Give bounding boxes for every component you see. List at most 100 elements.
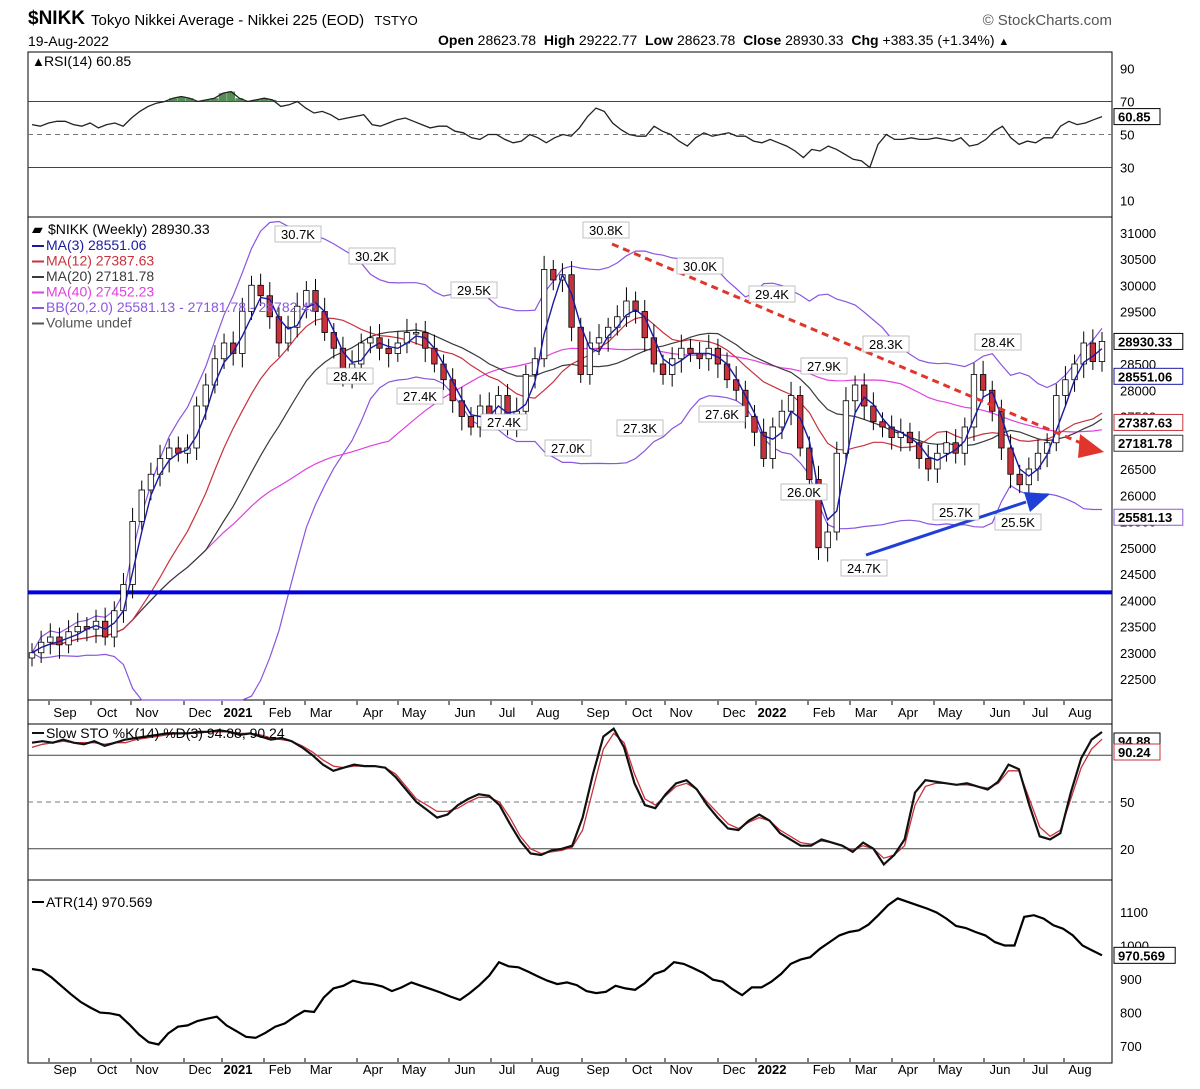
- ma3-legend: MA(3) 28551.06: [46, 237, 147, 253]
- candle-body: [211, 358, 219, 386]
- bb-legend: BB(20,2.0) 25581.13 - 27181.78 - 28782.4…: [46, 299, 317, 315]
- x-month-label: Jul: [1032, 705, 1049, 720]
- ma12-value-label-box: [1113, 413, 1184, 431]
- annotation-box: [932, 503, 980, 521]
- ma12-legend: MA(12) 27387.63: [46, 253, 154, 269]
- candle-body: [129, 521, 136, 585]
- ma12-line: [31, 316, 1103, 654]
- x-month-label: Jul: [499, 705, 516, 720]
- x-month-label: Dec: [188, 1062, 212, 1077]
- ma40-line: [31, 347, 1103, 654]
- price-tick-label: 26500: [1120, 462, 1156, 477]
- candle-body: [1016, 473, 1023, 486]
- price-tick-label: 23500: [1120, 620, 1156, 635]
- candle-body: [998, 410, 1005, 449]
- x-month-label: Jun: [455, 1062, 476, 1077]
- candle-body: [449, 379, 456, 402]
- x-month-label: Mar: [310, 705, 333, 720]
- candle-body: [1062, 379, 1069, 396]
- rsi-tick-label: 50: [1120, 128, 1134, 143]
- candle-body: [47, 636, 54, 643]
- candle-body: [74, 626, 81, 633]
- bollinger-lower-band: [31, 376, 1102, 701]
- price-tick-label: 24000: [1120, 593, 1156, 608]
- candle-body: [787, 395, 795, 412]
- candle-body: [220, 342, 228, 360]
- x-month-label: May: [402, 705, 427, 720]
- x-month-label: 2021: [224, 1062, 253, 1077]
- annotation-label: 27.0K: [551, 441, 585, 456]
- candle-body: [312, 290, 319, 312]
- ohlc-readout: Open 28623.78 High 29222.77 Low 28623.78…: [438, 32, 1009, 48]
- annotation-box: [480, 413, 528, 431]
- candle-body: [824, 531, 831, 549]
- candle-body: [769, 426, 776, 459]
- annotation-label: 28.3K: [869, 337, 903, 352]
- annotation-box: [994, 513, 1042, 531]
- candle-body: [934, 452, 941, 470]
- rsi-current-value: 60.85: [1118, 110, 1151, 125]
- price-tick-label: 29500: [1120, 305, 1156, 320]
- candle-body: [815, 479, 822, 549]
- x-month-label: Oct: [632, 705, 653, 720]
- panel-frames: [27, 51, 1113, 1064]
- annotation-box: [544, 439, 592, 457]
- candle-body: [915, 442, 923, 459]
- x-month-label: Feb: [269, 705, 291, 720]
- annotation-label: 27.4K: [487, 415, 521, 430]
- annotation-box: [616, 419, 664, 437]
- candle-body: [1089, 342, 1097, 362]
- annotation-box: [676, 257, 724, 275]
- ma20-value-label-box: [1113, 434, 1184, 452]
- candle-body: [842, 400, 850, 454]
- chg-value: +383.35 (+1.34%): [882, 32, 995, 48]
- candle-body: [632, 300, 639, 312]
- downtrend-line: [611, 242, 1089, 448]
- sto-k-line: [31, 727, 1103, 867]
- atr-tick-label: 800: [1120, 1006, 1142, 1021]
- candle-body: [1098, 341, 1106, 362]
- annotation-box: [800, 357, 848, 375]
- annotation-label: 27.4K: [403, 389, 437, 404]
- sto-d-line: [31, 731, 1103, 859]
- annotation-label: 26.0K: [787, 485, 821, 500]
- rsi-legend: RSI(14) 60.85: [44, 53, 131, 69]
- x-month-label: Mar: [855, 1062, 878, 1077]
- x-month-label: Jun: [990, 1062, 1011, 1077]
- annotation-label: 28.4K: [333, 369, 367, 384]
- x-month-label: Apr: [898, 705, 919, 720]
- annotation-label: 30.8K: [589, 223, 623, 238]
- candle-body: [733, 379, 740, 391]
- x-month-label: Apr: [898, 1062, 919, 1077]
- price-legend-symbol: $NIKK (Weekly) 28930.33: [48, 221, 210, 237]
- price-tick-label: 23000: [1120, 646, 1156, 661]
- annotation-box: [326, 367, 374, 385]
- x-month-label: Sep: [53, 705, 76, 720]
- x-month-label: Dec: [188, 705, 212, 720]
- collapse-icon[interactable]: ▲: [998, 36, 1010, 48]
- atr-line: [31, 897, 1103, 1046]
- close-value: 28930.33: [785, 32, 844, 48]
- candle-body: [275, 316, 283, 344]
- candle-body: [577, 326, 584, 375]
- x-month-label: 2022: [758, 705, 787, 720]
- price-tick-label: 28000: [1120, 383, 1156, 398]
- x-month-label: Feb: [269, 1062, 291, 1077]
- price-tick-label: 30000: [1120, 278, 1156, 293]
- sto-d-value-label: 90.24: [1118, 745, 1151, 760]
- annotation-label: 30.7K: [281, 227, 315, 242]
- annotation-label: 24.7K: [847, 561, 881, 576]
- annotation-label: 27.9K: [807, 359, 841, 374]
- atr-legend: ATR(14) 970.569: [46, 894, 153, 910]
- x-month-label: Aug: [1068, 705, 1091, 720]
- candle-body: [806, 447, 813, 480]
- candle-body: [778, 410, 786, 428]
- candle-body: [166, 447, 173, 459]
- candle-body: [742, 389, 749, 417]
- exchange-code: TSTYO: [374, 13, 418, 28]
- x-month-label: Nov: [669, 1062, 693, 1077]
- candle-body: [367, 337, 374, 344]
- candle-body: [540, 269, 548, 360]
- uptrend-line: [865, 500, 1027, 557]
